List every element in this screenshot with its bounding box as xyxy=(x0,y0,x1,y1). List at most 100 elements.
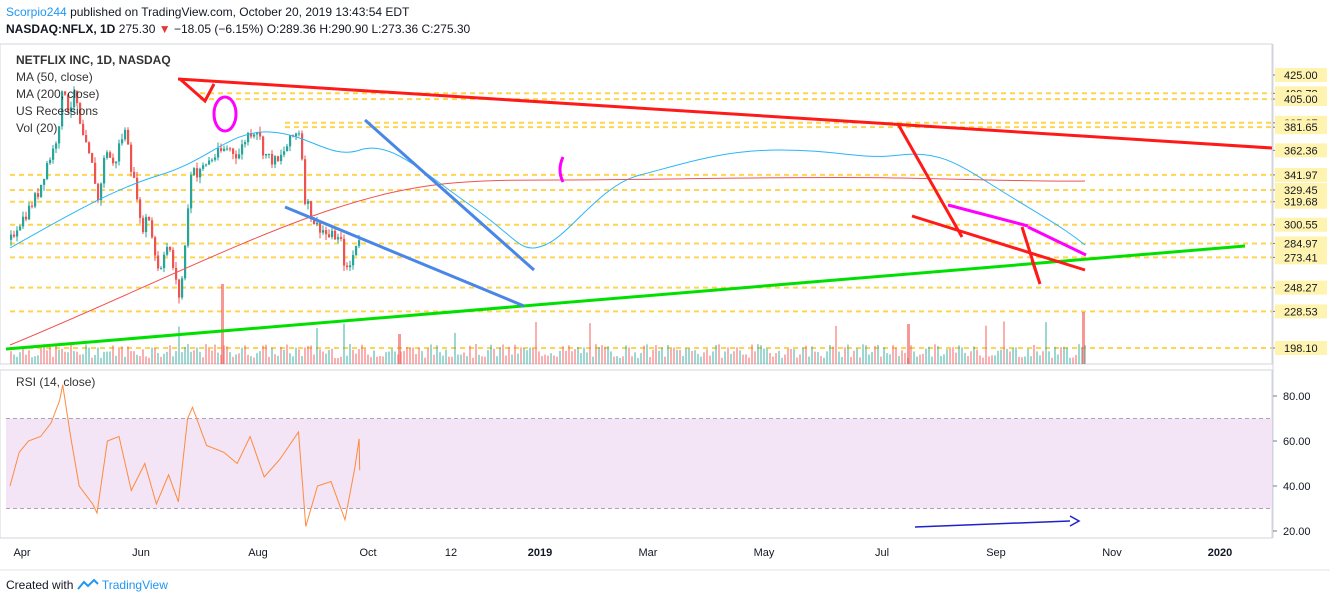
rsi-legend[interactable]: RSI (14, close) xyxy=(16,375,96,389)
candle-body xyxy=(268,153,271,155)
volume-bar xyxy=(172,356,174,364)
candle-body xyxy=(316,222,319,225)
volume-bar xyxy=(589,323,591,364)
volume-bar xyxy=(430,344,432,364)
volume-bar xyxy=(421,351,423,364)
candle-body xyxy=(52,148,55,160)
legend-ma50[interactable]: MA (50, close) xyxy=(16,70,93,84)
ma200-line xyxy=(9,176,1086,346)
candle-body xyxy=(313,217,316,225)
volume-bar xyxy=(1048,351,1050,364)
volume-bar xyxy=(439,352,441,364)
tradingview-logo-icon[interactable] xyxy=(76,578,102,592)
volume-bar xyxy=(328,350,330,364)
volume-bar xyxy=(472,357,474,364)
candle-body xyxy=(190,175,193,209)
footer-brand[interactable]: TradingView xyxy=(101,578,168,592)
candle-body xyxy=(358,240,361,246)
volume-bar xyxy=(736,347,738,364)
candle-body xyxy=(178,279,181,298)
volume-bar xyxy=(478,354,480,364)
price-label-bg xyxy=(1275,143,1327,158)
legend-recessions[interactable]: US Recessions xyxy=(16,104,99,118)
volume-bar xyxy=(985,325,987,364)
volume-bar xyxy=(412,347,414,364)
volume-bar xyxy=(1015,347,1017,364)
volume-bar xyxy=(967,356,969,364)
legend-ma200[interactable]: MA (200, close) xyxy=(16,87,100,101)
volume-bar xyxy=(331,348,333,364)
volume-bar xyxy=(637,357,639,364)
publish-header: Scorpio244 published on TradingView.com,… xyxy=(6,4,409,20)
volume-bar xyxy=(280,346,282,364)
magenta-line-upper xyxy=(947,203,1029,228)
volume-bar xyxy=(493,348,495,364)
volume-bar xyxy=(847,344,849,364)
time-tick-label: Aug xyxy=(248,547,268,559)
volume-bar xyxy=(667,344,669,364)
candle-body xyxy=(121,139,124,144)
volume-bar xyxy=(562,346,564,364)
candle-body xyxy=(301,133,304,160)
candle-body xyxy=(340,237,343,239)
volume-bar xyxy=(832,346,834,364)
volume-bar xyxy=(631,356,633,364)
volume-bar xyxy=(757,344,759,364)
volume-bar xyxy=(742,354,744,364)
volume-bar xyxy=(949,348,951,364)
price-label-bg xyxy=(1275,304,1327,319)
volume-bar xyxy=(208,348,210,364)
candle-body xyxy=(184,245,187,279)
volume-bar xyxy=(85,344,87,364)
candle-body xyxy=(229,148,232,150)
candle-body xyxy=(334,230,337,240)
candle-body xyxy=(40,184,43,197)
price-label-bg xyxy=(1275,341,1327,355)
volume-bar xyxy=(334,357,336,364)
volume-bar xyxy=(448,356,450,364)
volume-bar xyxy=(1024,356,1026,364)
volume-bar xyxy=(388,351,390,364)
volume-bar xyxy=(877,344,879,364)
volume-bar xyxy=(574,349,576,364)
volume-bar xyxy=(523,348,525,364)
candle-body xyxy=(154,237,157,256)
volume-bar xyxy=(481,356,483,364)
ticker-label: NASDAQ:NFLX, 1D xyxy=(6,22,116,36)
volume-bar xyxy=(310,345,312,364)
candle-body xyxy=(199,168,202,178)
volume-bar xyxy=(622,356,624,364)
candle-body xyxy=(175,267,178,280)
ma50-line xyxy=(9,131,1086,249)
candle-body xyxy=(34,193,37,207)
volume-bar xyxy=(715,344,717,364)
volume-bar xyxy=(505,355,507,364)
volume-bar xyxy=(157,352,159,364)
candle-body xyxy=(142,217,145,233)
volume-bar xyxy=(787,348,789,364)
candle-body xyxy=(310,201,313,218)
volume-bar xyxy=(259,351,261,364)
symbol-header: NASDAQ:NFLX, 1D 275.30 ▼ −18.05 (−6.15%)… xyxy=(6,21,470,37)
volume-bar xyxy=(844,347,846,364)
candle-body xyxy=(343,238,346,266)
volume-bar xyxy=(346,355,348,364)
time-tick-label: Oct xyxy=(359,547,376,559)
volume-bar xyxy=(925,348,927,364)
volume-bar xyxy=(502,344,504,364)
author-name[interactable]: Scorpio244 xyxy=(6,5,67,19)
candle-body xyxy=(25,216,28,220)
time-tick-label: Apr xyxy=(13,547,30,559)
candle-body xyxy=(166,247,169,255)
volume-bar xyxy=(664,356,666,364)
volume-bar xyxy=(70,344,72,364)
volume-bar xyxy=(1078,344,1080,364)
price-tick-label: 319.68 xyxy=(1284,197,1318,209)
volume-bar xyxy=(835,325,837,364)
price-tick-label: 273.41 xyxy=(1284,252,1318,264)
price-tick-label: 425.00 xyxy=(1284,70,1318,82)
candle-body xyxy=(241,144,244,155)
legend-volume[interactable]: Vol (20) xyxy=(16,121,58,135)
candle-body xyxy=(28,205,31,220)
